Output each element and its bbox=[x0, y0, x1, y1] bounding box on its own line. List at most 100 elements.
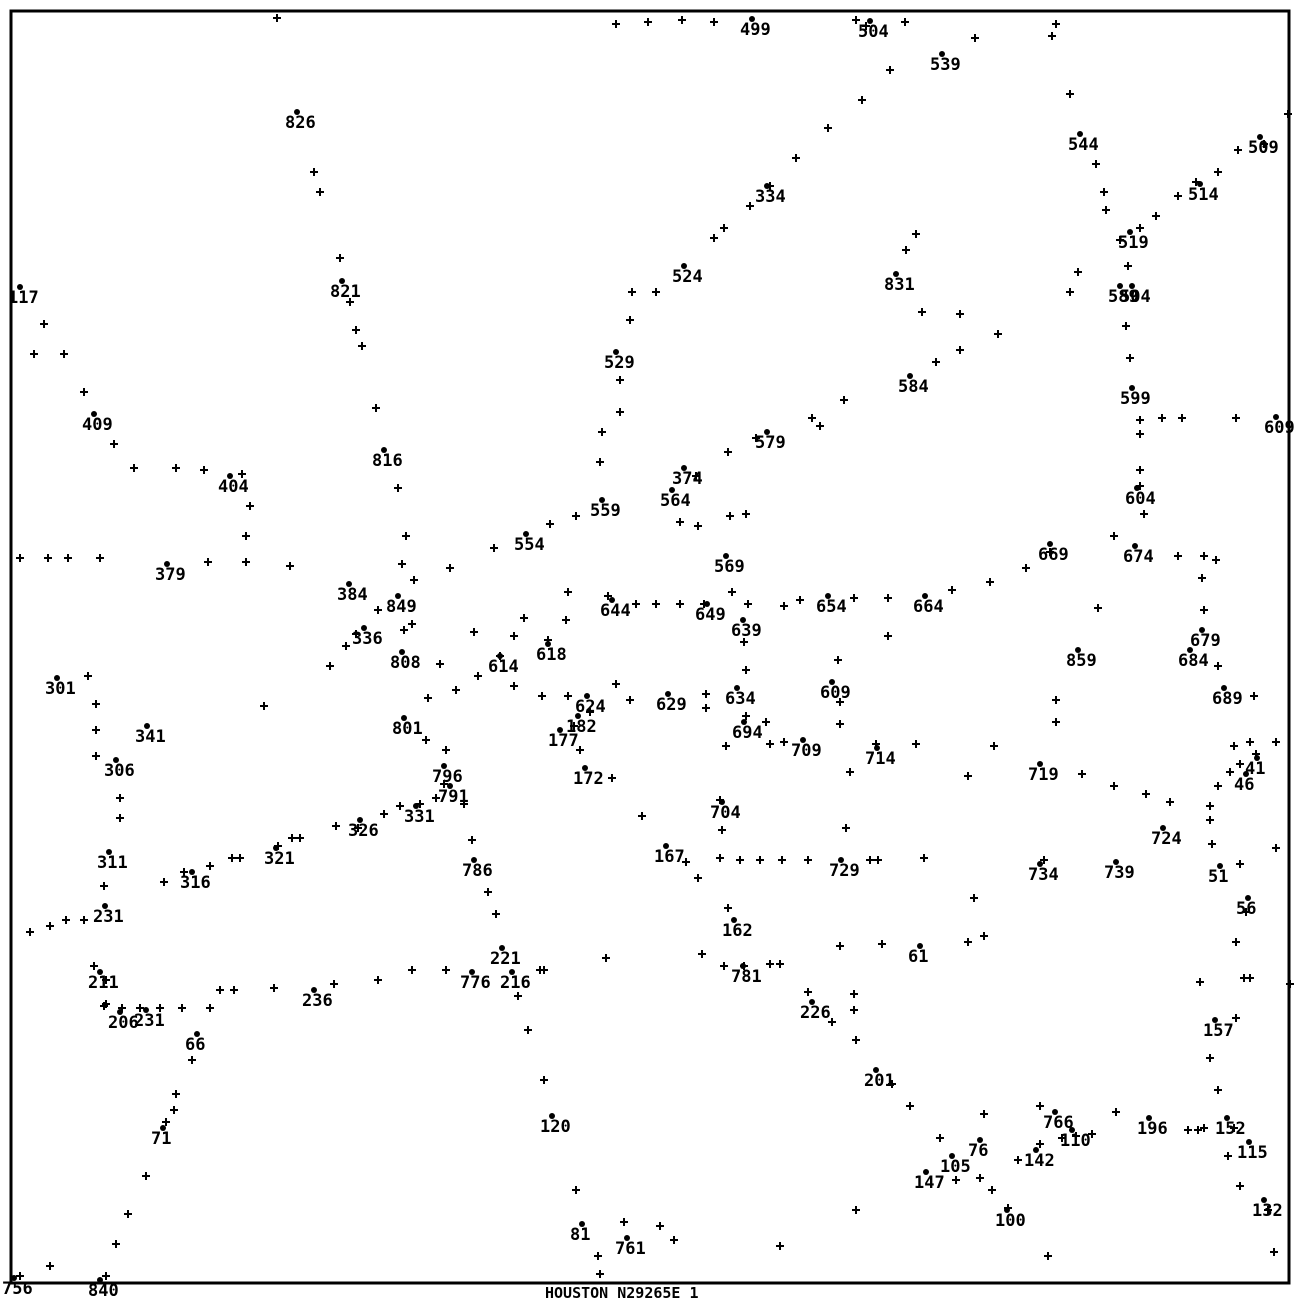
survey-marker bbox=[842, 824, 850, 832]
survey-marker bbox=[1264, 1206, 1272, 1214]
survey-point-label: 674 bbox=[1123, 543, 1154, 567]
survey-point-label: 704 bbox=[710, 799, 741, 823]
survey-marker bbox=[178, 1004, 186, 1012]
survey-marker bbox=[670, 1236, 678, 1244]
survey-marker bbox=[576, 746, 584, 754]
survey-point-label: 791 bbox=[438, 783, 469, 807]
survey-marker bbox=[796, 596, 804, 604]
survey-point-dot bbox=[1221, 685, 1227, 691]
survey-marker bbox=[1214, 662, 1222, 670]
survey-marker bbox=[204, 558, 212, 566]
survey-point-number: 499 bbox=[740, 20, 771, 40]
survey-marker bbox=[726, 512, 734, 520]
survey-point-dot bbox=[1117, 283, 1123, 289]
survey-marker bbox=[1110, 532, 1118, 540]
survey-point-label: 859 bbox=[1066, 647, 1097, 671]
survey-marker bbox=[994, 330, 1002, 338]
survey-marker bbox=[616, 376, 624, 384]
survey-point-number: 236 bbox=[302, 991, 333, 1011]
survey-point-dot bbox=[809, 999, 815, 1005]
survey-marker bbox=[332, 822, 340, 830]
survey-marker bbox=[901, 18, 909, 26]
survey-point-number: 157 bbox=[1203, 1021, 1234, 1041]
survey-point-dot bbox=[1077, 131, 1083, 137]
survey-point-number: 211 bbox=[88, 973, 119, 993]
survey-marker bbox=[888, 1080, 896, 1088]
survey-point-dot bbox=[1243, 771, 1249, 777]
survey-point-label: 56 bbox=[1236, 895, 1256, 919]
survey-point-dot bbox=[1197, 181, 1203, 187]
survey-marker bbox=[408, 620, 416, 628]
survey-point-number: 539 bbox=[930, 55, 961, 75]
survey-point-number: 504 bbox=[858, 22, 889, 42]
survey-marker bbox=[1152, 212, 1160, 220]
survey-marker bbox=[436, 660, 444, 668]
survey-point-number: 644 bbox=[600, 601, 631, 621]
survey-marker bbox=[694, 522, 702, 530]
survey-marker bbox=[236, 854, 244, 862]
survey-marker bbox=[572, 512, 580, 520]
survey-marker bbox=[1074, 268, 1082, 276]
survey-point-label: 724 bbox=[1151, 825, 1182, 849]
survey-marker bbox=[878, 940, 886, 948]
survey-point-label: 524 bbox=[672, 263, 703, 287]
survey-marker bbox=[608, 774, 616, 782]
survey-marker bbox=[804, 856, 812, 864]
survey-marker bbox=[756, 856, 764, 864]
survey-marker bbox=[804, 988, 812, 996]
survey-point-label: 306 bbox=[104, 757, 135, 781]
survey-point-dot bbox=[1160, 825, 1166, 831]
survey-point-number: 51 bbox=[1208, 867, 1228, 887]
survey-point-label: 504 bbox=[1120, 283, 1151, 307]
survey-marker bbox=[620, 1218, 628, 1226]
survey-marker bbox=[102, 1272, 110, 1280]
survey-marker bbox=[372, 404, 380, 412]
survey-point-number: 334 bbox=[755, 187, 786, 207]
survey-marker bbox=[330, 980, 338, 988]
survey-marker bbox=[273, 14, 281, 22]
survey-marker bbox=[1230, 742, 1238, 750]
survey-point-number: 379 bbox=[155, 565, 186, 585]
survey-point-dot bbox=[1113, 859, 1119, 865]
survey-point-number: 321 bbox=[264, 849, 295, 869]
survey-point-number: 120 bbox=[540, 1117, 571, 1137]
survey-point-label: 689 bbox=[1212, 685, 1243, 709]
survey-marker bbox=[1224, 1152, 1232, 1160]
survey-point-number: 41 bbox=[1245, 759, 1265, 779]
survey-point-label: 849 bbox=[386, 593, 417, 617]
survey-point-label: 301 bbox=[45, 675, 76, 699]
survey-point-number: 519 bbox=[1118, 233, 1149, 253]
survey-marker bbox=[1088, 1130, 1096, 1138]
survey-point-label: 157 bbox=[1203, 1017, 1234, 1041]
survey-marker bbox=[510, 632, 518, 640]
survey-point-dot bbox=[97, 969, 103, 975]
survey-marker bbox=[936, 1134, 944, 1142]
survey-point-label: 71 bbox=[151, 1125, 171, 1149]
survey-marker bbox=[1250, 692, 1258, 700]
survey-point-dot bbox=[1037, 861, 1043, 867]
survey-marker bbox=[1116, 236, 1124, 244]
survey-marker bbox=[80, 916, 88, 924]
survey-marker bbox=[678, 16, 686, 24]
survey-point-label: 808 bbox=[390, 649, 421, 673]
survey-point-dot bbox=[609, 597, 615, 603]
survey-marker bbox=[762, 718, 770, 726]
survey-marker bbox=[778, 856, 786, 864]
survey-marker bbox=[92, 700, 100, 708]
survey-point-dot bbox=[11, 1275, 17, 1281]
survey-point-number: 569 bbox=[714, 557, 745, 577]
survey-point-number: 231 bbox=[93, 907, 124, 927]
survey-marker bbox=[442, 966, 450, 974]
survey-point-dot bbox=[1246, 1139, 1252, 1145]
survey-marker bbox=[440, 780, 448, 788]
survey-point-label: 776 bbox=[460, 969, 491, 993]
survey-point-label: 374 bbox=[672, 465, 703, 489]
survey-marker bbox=[400, 626, 408, 634]
survey-point-number: 849 bbox=[386, 597, 417, 617]
survey-point-dot bbox=[117, 1009, 123, 1015]
survey-point-label: 231 bbox=[93, 903, 124, 927]
survey-point-label: 609 bbox=[1264, 414, 1295, 438]
survey-point-label: 569 bbox=[714, 553, 745, 577]
survey-marker bbox=[1174, 192, 1182, 200]
survey-marker bbox=[836, 720, 844, 728]
